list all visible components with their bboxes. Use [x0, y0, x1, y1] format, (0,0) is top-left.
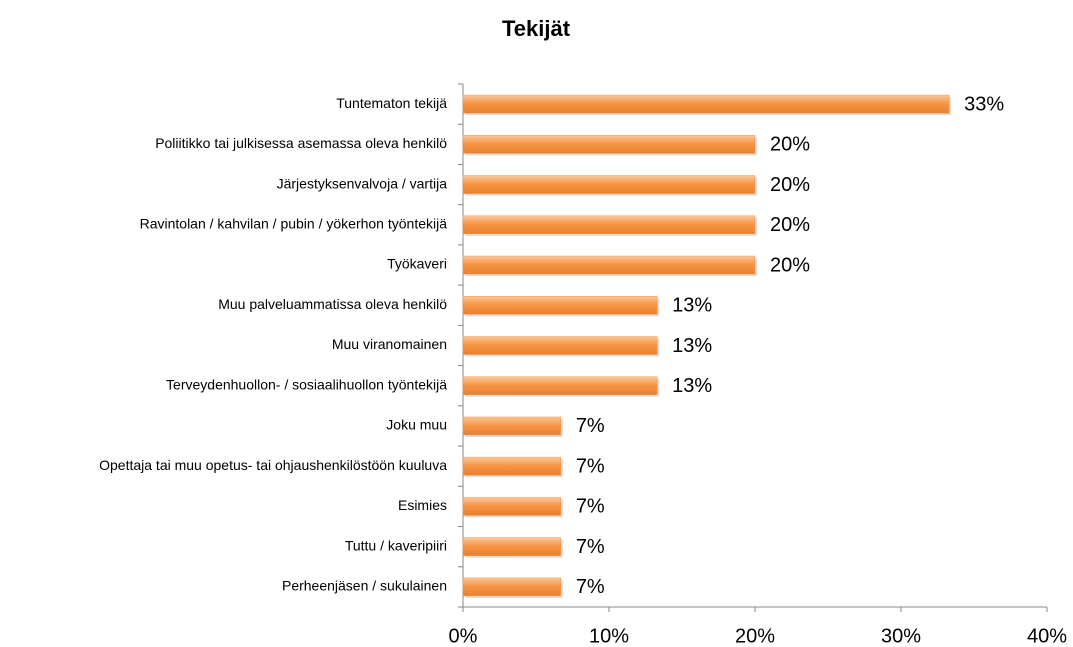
y-tick-label: Perheenjäsen / sukulainen: [282, 578, 447, 594]
data-label: 7%: [576, 415, 605, 437]
y-tick-label: Muu palveluammatissa oleva henkilö: [218, 296, 447, 312]
bar: [462, 255, 756, 275]
bar: [462, 296, 658, 315]
bar: [462, 416, 562, 436]
bar: [462, 135, 756, 154]
data-label: 7%: [576, 576, 605, 598]
bar: [462, 456, 562, 476]
bar: [462, 215, 756, 235]
data-label: 33%: [964, 93, 1004, 115]
data-label: 20%: [770, 134, 810, 156]
x-tick-label: 20%: [735, 625, 775, 647]
data-label: 7%: [576, 536, 605, 558]
x-tick-label: 0%: [449, 625, 478, 647]
x-tick-label: 40%: [1027, 625, 1067, 647]
bar: [462, 336, 658, 355]
y-tick-label: Opettaja tai muu opetus- tai ohjaushenki…: [99, 457, 447, 473]
bar: [462, 577, 562, 597]
data-label: 7%: [576, 455, 605, 477]
bar: [462, 94, 950, 114]
bar: [462, 497, 562, 516]
x-tick-label: 30%: [881, 625, 921, 647]
y-tick-label: Terveydenhuollon- / sosiaalihuollon työn…: [166, 376, 447, 392]
y-tick-label: Joku muu: [386, 417, 447, 433]
y-tick-label: Työkaveri: [387, 256, 447, 272]
data-label: 13%: [672, 375, 712, 397]
data-label: 20%: [770, 254, 810, 276]
data-label: 20%: [770, 174, 810, 196]
y-tick-label: Tuttu / kaveripiiri: [345, 537, 447, 553]
y-tick-label: Ravintolan / kahvilan / pubin / yökerhon…: [140, 216, 448, 232]
y-tick-label: Muu viranomainen: [332, 336, 447, 352]
y-tick-label: Esimies: [398, 497, 447, 513]
data-label: 13%: [672, 295, 712, 317]
bar: [462, 376, 658, 395]
y-tick-label: Tuntematon tekijä: [336, 95, 447, 111]
y-tick-label: Järjestyksenvalvoja / vartija: [277, 175, 448, 191]
data-label: 7%: [576, 496, 605, 518]
data-label: 13%: [672, 335, 712, 357]
chart-title: Tekijät: [502, 16, 571, 41]
x-tick-label: 10%: [589, 625, 629, 647]
data-label: 20%: [770, 214, 810, 236]
bar: [462, 537, 562, 556]
y-tick-label: Poliitikko tai julkisessa asemassa oleva…: [155, 135, 447, 151]
bar: [462, 175, 756, 194]
